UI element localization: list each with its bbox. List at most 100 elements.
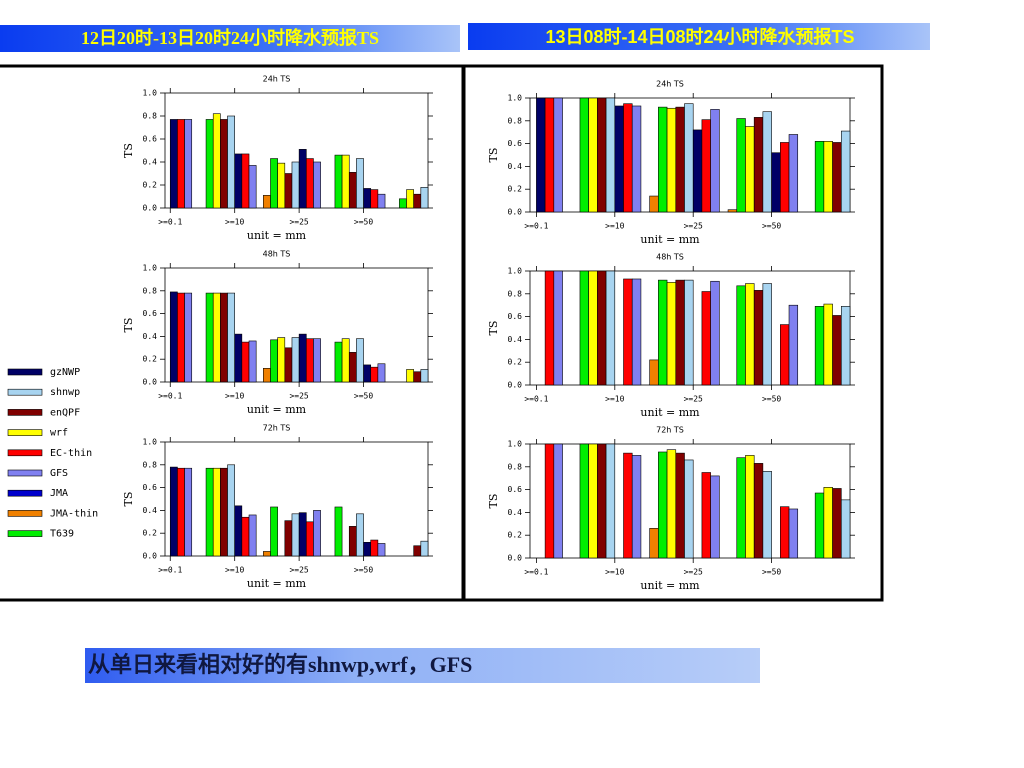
bar: [658, 451, 668, 559]
y-tick-label: 0.6: [508, 312, 523, 321]
bar: [579, 97, 589, 213]
y-tick-label: 0.8: [508, 462, 523, 471]
x-tick-label: >=10: [225, 392, 244, 401]
bar: [684, 103, 694, 213]
y-tick-label: 0.0: [508, 381, 523, 390]
bar: [544, 270, 555, 386]
bar: [363, 364, 372, 383]
bar: [727, 209, 738, 213]
bar: [832, 315, 842, 386]
bar: [212, 113, 221, 209]
bar: [649, 359, 659, 386]
bar: [284, 520, 293, 557]
x-tick-label: >=0.1: [524, 395, 548, 404]
bar: [177, 292, 185, 383]
bar: [420, 540, 429, 557]
bar: [370, 189, 379, 209]
x-axis-label: unit = mm: [247, 229, 307, 242]
x-tick-label: >=10: [225, 566, 244, 575]
header: 12日20时-13日20时24小时降水预报TS: [81, 27, 379, 48]
bar: [666, 282, 677, 386]
bar: [745, 126, 755, 213]
y-tick-label: 0.2: [143, 529, 158, 538]
legend-label: JMA: [50, 488, 68, 499]
bar: [823, 303, 833, 386]
legend-swatch: [7, 409, 43, 416]
bar: [762, 283, 772, 386]
bar: [649, 195, 659, 213]
bar: [420, 187, 429, 209]
y-tick-label: 1.0: [508, 94, 523, 103]
bar: [840, 306, 851, 386]
bar: [313, 338, 321, 383]
legend-swatch: [7, 510, 43, 517]
bar: [649, 528, 659, 559]
bar: [334, 154, 343, 209]
bar: [553, 443, 563, 559]
x-tick-label: >=0.1: [524, 222, 548, 231]
y-tick-label: 0.2: [508, 358, 523, 367]
y-tick-label: 0.4: [143, 332, 158, 341]
bar: [745, 283, 755, 386]
y-tick-label: 1.0: [508, 440, 523, 449]
bar: [363, 188, 372, 209]
x-tick-label: >=0.1: [158, 218, 182, 227]
bar: [788, 508, 799, 559]
y-tick-label: 0.4: [143, 158, 158, 167]
bar: [248, 514, 257, 557]
bar: [248, 165, 257, 209]
bar: [270, 158, 278, 209]
bar: [753, 117, 764, 213]
bar: [184, 467, 193, 557]
x-axis-label: unit = mm: [247, 403, 307, 416]
bar: [780, 506, 790, 559]
bar: [205, 292, 214, 383]
legend-label: enQPF: [50, 407, 80, 418]
bar: [544, 443, 555, 559]
bar: [234, 153, 243, 209]
bar: [413, 371, 422, 383]
y-tick-label: 0.2: [508, 531, 523, 540]
bar: [623, 103, 633, 213]
bar: [406, 369, 414, 383]
legend-label: JMA-thin: [50, 508, 98, 519]
y-tick-label: 0.0: [143, 552, 158, 561]
y-tick-label: 0.2: [508, 185, 523, 194]
bar: [356, 158, 364, 209]
bar: [771, 152, 781, 213]
bar: [832, 488, 842, 559]
bar: [348, 526, 357, 557]
legend-swatch: [7, 429, 43, 436]
bar: [553, 270, 563, 386]
bar: [840, 130, 851, 213]
x-tick-label: >=0.1: [158, 392, 182, 401]
bar: [298, 512, 307, 557]
bar: [205, 119, 214, 209]
bar: [597, 270, 607, 386]
bar: [298, 333, 307, 383]
chart-title: 72h TS: [656, 426, 684, 435]
bar: [212, 467, 221, 557]
legend-label: EC-thin: [50, 448, 92, 459]
bar: [684, 279, 694, 386]
x-axis-label: unit = mm: [640, 406, 700, 419]
y-tick-label: 0.8: [508, 116, 523, 125]
bar: [736, 285, 746, 386]
y-axis-label: TS: [487, 321, 500, 336]
x-tick-label: >=25: [684, 222, 703, 231]
bar: [736, 118, 746, 213]
bar: [212, 292, 221, 383]
bar: [241, 341, 250, 383]
bar: [605, 97, 616, 213]
bar: [788, 134, 799, 213]
bar: [241, 153, 250, 209]
bar: [605, 270, 616, 386]
bar: [753, 463, 764, 559]
bar: [227, 464, 235, 557]
bar: [658, 106, 668, 213]
bar: [220, 119, 228, 209]
x-tick-label: >=25: [684, 395, 703, 404]
bar: [377, 193, 386, 209]
bar: [814, 141, 825, 213]
legend-swatch: [7, 449, 43, 457]
